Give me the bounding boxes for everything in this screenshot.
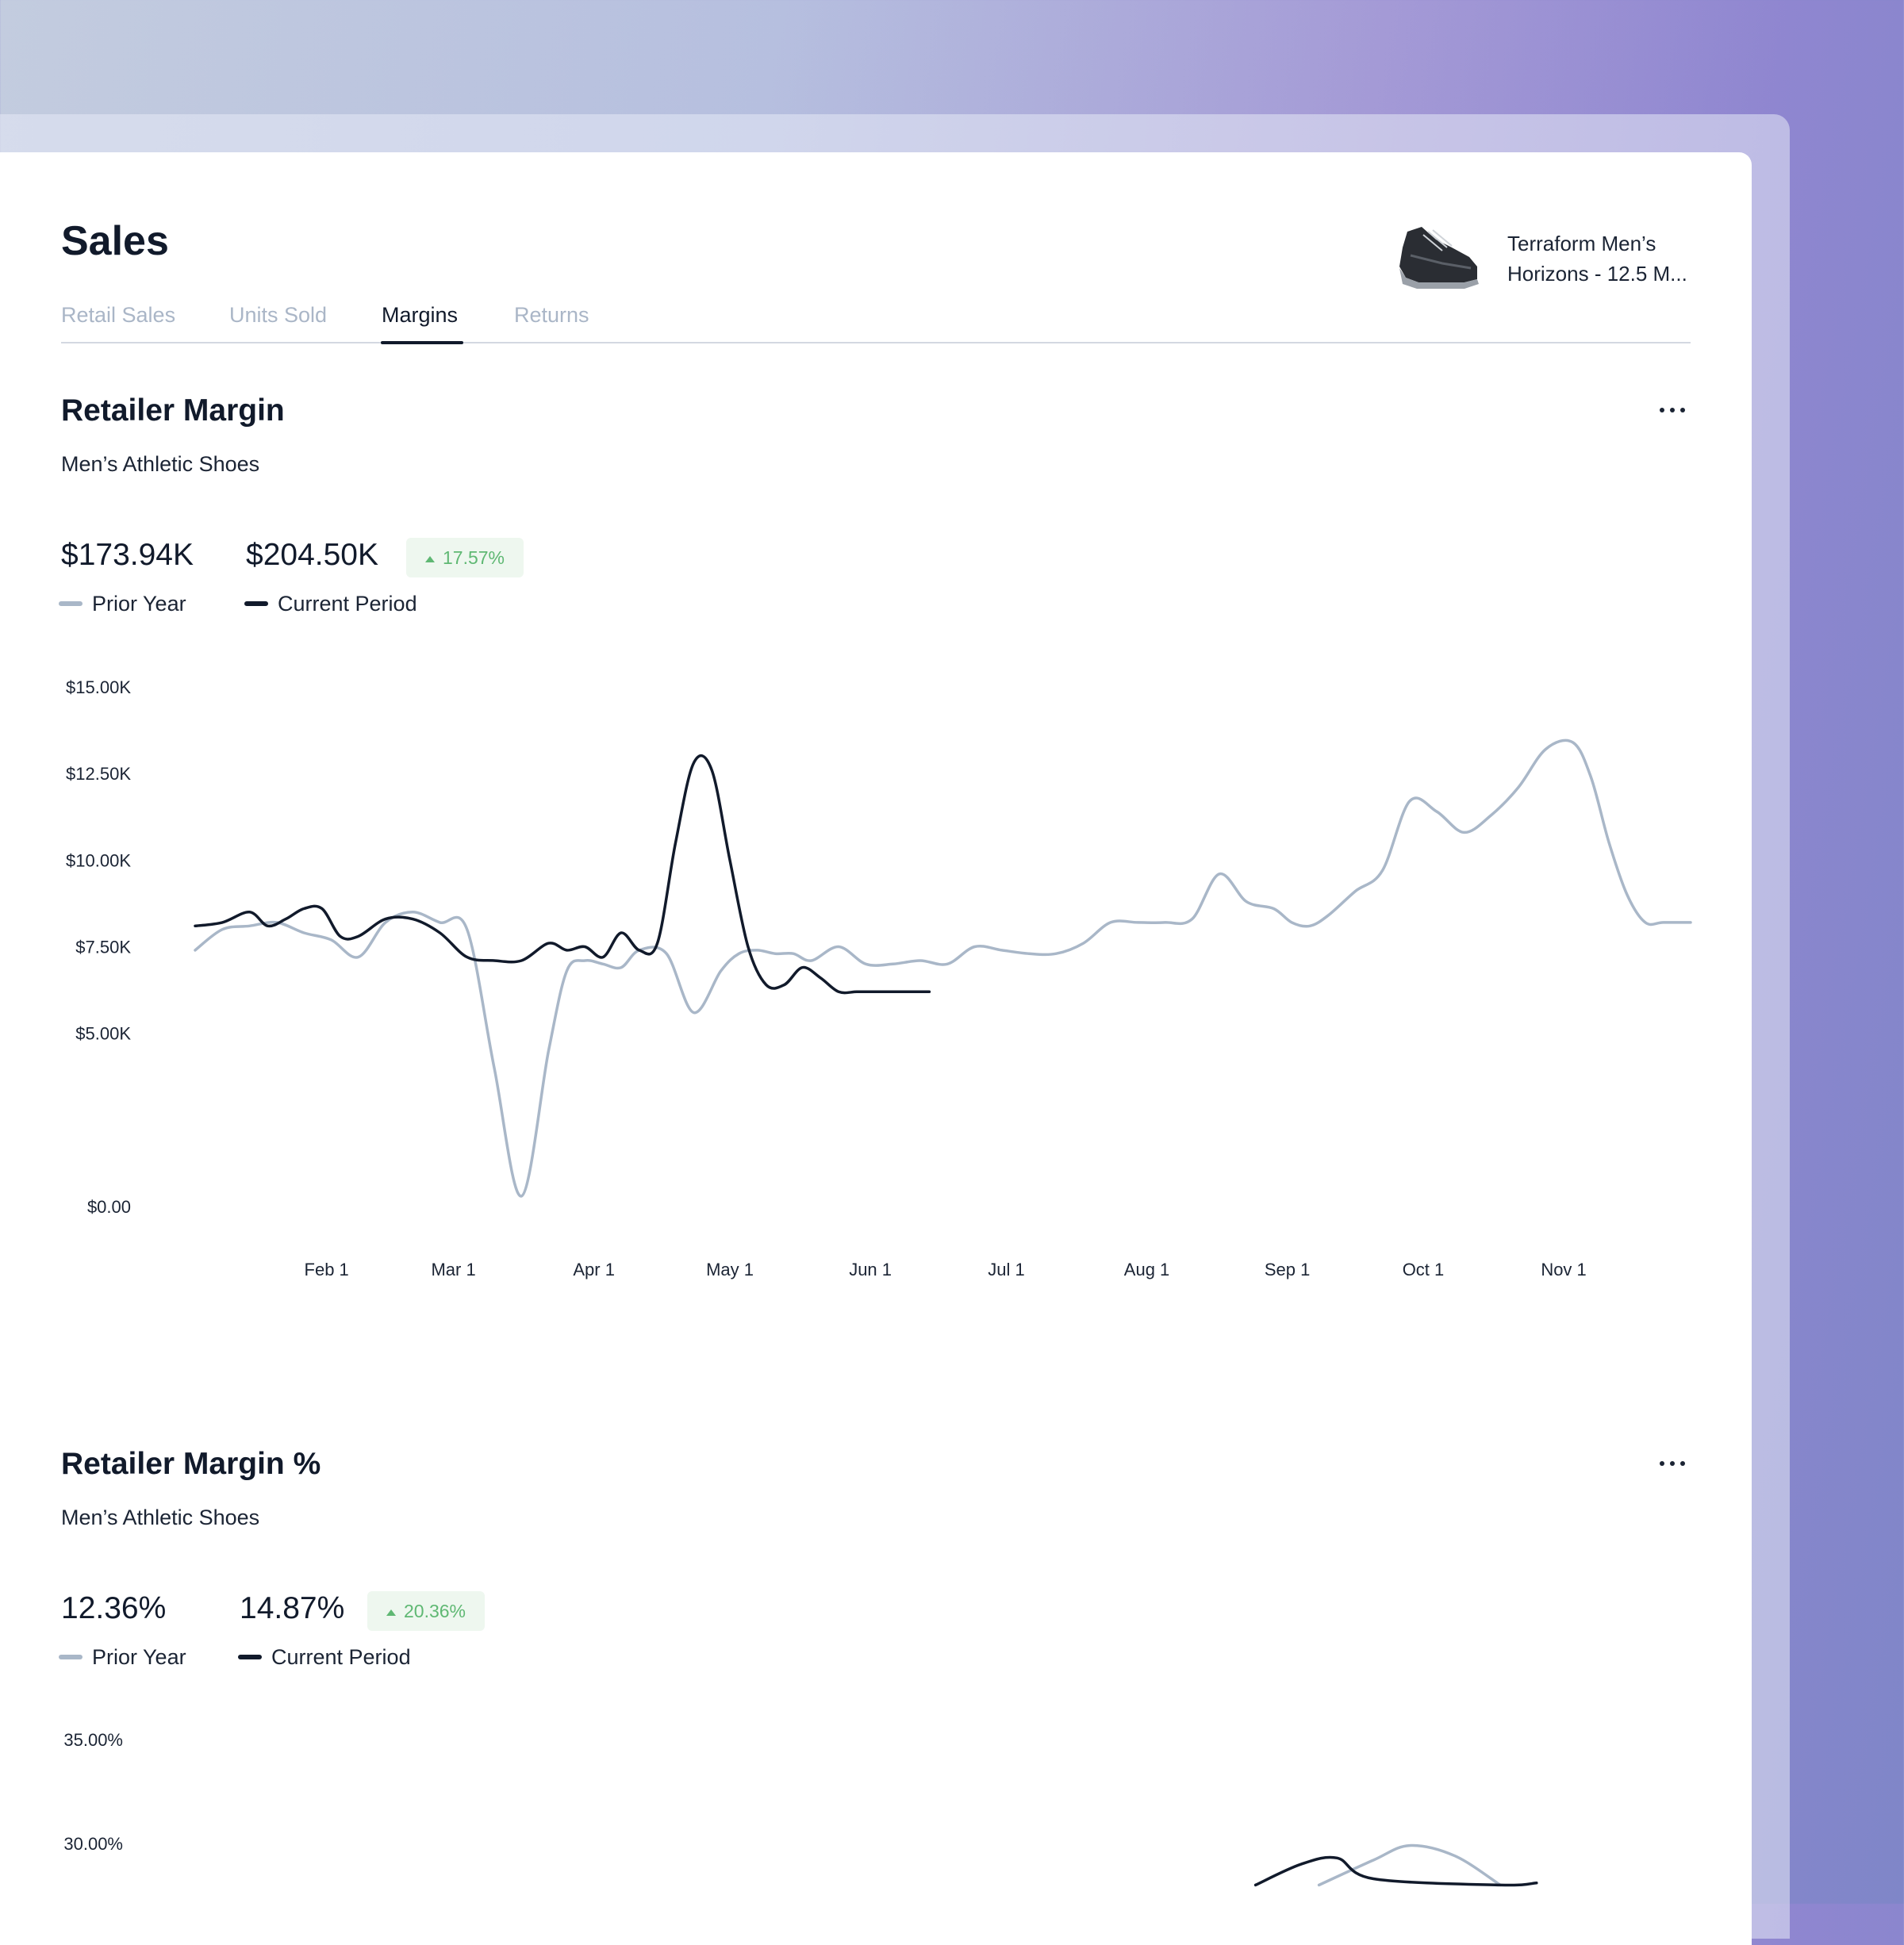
y-tick-label: $12.50K <box>66 764 131 784</box>
shoe-icon[interactable] <box>1395 216 1484 295</box>
change-badge: 20.36% <box>367 1591 486 1631</box>
x-tick-label: Jun 1 <box>849 1260 892 1279</box>
triangle-up-icon <box>386 1609 396 1616</box>
legend-label: Prior Year <box>92 1645 186 1669</box>
series-line-prior-year <box>1317 1843 1502 1887</box>
more-options-button[interactable] <box>1649 398 1696 422</box>
y-tick-label: 35.00% <box>63 1730 123 1750</box>
tab-units-sold[interactable]: Units Sold <box>229 303 328 327</box>
page-title: Sales <box>61 218 169 264</box>
chart-1: $15.00K $12.50K $10.00K $7.50K $5.00K $0.00 Fe… <box>0 152 1752 1501</box>
legend-prior-year: Prior Year <box>59 592 186 616</box>
legend-current-period: Current Period <box>238 1645 411 1670</box>
tab-returns[interactable]: Returns <box>514 303 589 327</box>
retailer-margin-chart: $15.00K $12.50K $10.00K $7.50K $5.00K $0.00 Fe… <box>66 677 1692 1279</box>
retailer-margin-percent-chart: 35.00% 30.00% <box>63 1730 1538 1887</box>
active-tab-indicator <box>381 341 463 344</box>
legend-swatch-current <box>244 600 268 606</box>
x-tick-label: May 1 <box>706 1260 754 1279</box>
y-tick-label: $15.00K <box>66 677 131 697</box>
more-options-button[interactable] <box>1649 1452 1696 1475</box>
legend-current-period: Current Period <box>244 592 417 616</box>
tab-retail-sales[interactable]: Retail Sales <box>61 303 176 327</box>
x-tick-label: Aug 1 <box>1124 1260 1170 1279</box>
section-title-retailer-margin: Retailer Margin <box>61 393 285 428</box>
y-tick-label: $5.00K <box>75 1024 131 1044</box>
x-tick-label: Mar 1 <box>431 1260 475 1279</box>
metric-current-period: $204.50K <box>246 538 378 572</box>
legend-swatch-prior <box>59 1654 83 1659</box>
y-tick-label: 30.00% <box>63 1834 123 1854</box>
tab-margins[interactable]: Margins <box>382 303 459 327</box>
metric-current-period: 14.87% <box>240 1591 345 1625</box>
x-tick-label: Sep 1 <box>1265 1260 1311 1279</box>
change-badge: 17.57% <box>406 538 524 577</box>
metric-prior-year: $173.94K <box>61 538 194 572</box>
change-value: 20.36% <box>404 1601 466 1621</box>
series-line-current-period <box>1253 1855 1538 1887</box>
section-subtitle: Men’s Athletic Shoes <box>61 452 260 476</box>
series-line-prior-year <box>194 738 1692 1198</box>
x-tick-label: Nov 1 <box>1541 1260 1586 1279</box>
legend-swatch-current <box>238 1654 262 1659</box>
x-tick-label: Oct 1 <box>1403 1260 1445 1279</box>
legend-swatch-prior <box>59 600 83 606</box>
section-title-retailer-margin-percent: Retailer Margin % <box>61 1447 321 1481</box>
legend-label: Current Period <box>278 592 417 616</box>
legend-prior-year: Prior Year <box>59 1645 186 1670</box>
y-tick-label: $7.50K <box>75 938 131 957</box>
triangle-up-icon <box>425 556 435 562</box>
metric-prior-year: 12.36% <box>61 1591 167 1625</box>
y-tick-label: $0.00 <box>87 1197 131 1217</box>
tab-bar: Retail Sales Units Sold Margins Returns <box>61 300 1691 344</box>
section-subtitle: Men’s Athletic Shoes <box>61 1506 260 1529</box>
chart-2: 35.00% 30.00% <box>0 152 1752 1945</box>
series-line-current-period <box>194 754 931 995</box>
legend-label: Current Period <box>271 1645 411 1669</box>
change-value: 17.57% <box>443 547 505 568</box>
x-tick-label: Apr 1 <box>573 1260 615 1279</box>
sales-panel: Sales Terraform Men’s Horizons - 12.5 M.… <box>0 152 1752 1945</box>
legend-label: Prior Year <box>92 592 186 616</box>
x-tick-label: Feb 1 <box>305 1260 349 1279</box>
x-tick-label: Jul 1 <box>988 1260 1024 1279</box>
y-tick-label: $10.00K <box>66 850 131 870</box>
